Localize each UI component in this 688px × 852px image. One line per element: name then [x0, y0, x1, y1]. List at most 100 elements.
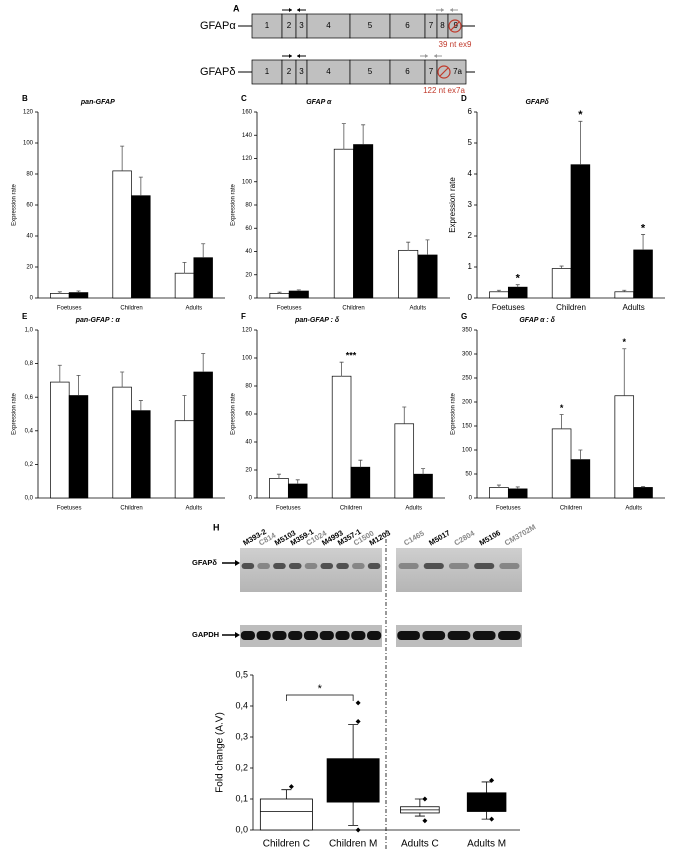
y-tick-label: 250 [462, 376, 473, 382]
x-tick-label: Foetuses [496, 506, 521, 512]
bar [551, 268, 572, 299]
exon [306, 59, 351, 85]
x-tick-label: Adults [185, 506, 202, 512]
x-tick-label: Adults [625, 506, 642, 512]
exon-note: 39 nt ex9 [439, 40, 472, 49]
y-tick-label: 20 [245, 272, 252, 278]
bar [68, 292, 89, 299]
bar [507, 286, 528, 299]
row-arrow-head [235, 560, 240, 566]
bar [507, 488, 528, 499]
y-tick-label: 0,6 [25, 395, 34, 401]
outlier [355, 827, 361, 833]
panel-letter: A [233, 3, 240, 13]
bar [112, 386, 132, 499]
exon-label: 6 [405, 67, 410, 76]
bracket [286, 694, 354, 701]
y-tick-label: 0,4 [235, 700, 248, 710]
whisker [348, 802, 359, 826]
band [304, 563, 318, 569]
error-bar [341, 123, 346, 150]
error-bar [57, 364, 62, 383]
lane-label: C1465 [402, 529, 426, 548]
bar [50, 381, 70, 499]
y-tick-label: 150 [462, 424, 473, 430]
x-tick-label: Adults [405, 506, 422, 512]
band [257, 563, 270, 569]
whisker [281, 789, 292, 799]
exon-label: 5 [368, 67, 373, 76]
y-tick-label: 0 [30, 296, 34, 302]
box [466, 792, 507, 812]
y-tick-label: 80 [26, 172, 33, 178]
bar [633, 249, 653, 299]
outlier [489, 816, 495, 822]
bar [398, 249, 419, 299]
error-bar [641, 486, 646, 488]
band [241, 563, 255, 569]
chart-title: pan-GFAP : δ [294, 317, 340, 324]
y-tick-label: 100 [23, 141, 34, 147]
bar [417, 254, 438, 299]
y-axis-label: Expression rate [12, 183, 18, 225]
x-tick-label: Children [120, 506, 142, 512]
panel-letter: G [461, 312, 467, 321]
error-bar [201, 243, 206, 258]
error-bar [496, 289, 501, 292]
y-tick-label: 50 [465, 472, 472, 478]
y-tick-label: 80 [245, 203, 252, 209]
transcript-name: GFAPδ [200, 66, 235, 78]
y-tick-label: 120 [242, 328, 253, 334]
chart-title: GFAP α [306, 99, 332, 106]
blot-image [396, 548, 522, 592]
bar [50, 293, 70, 299]
lane-label: C2804 [452, 528, 476, 547]
error-bar [578, 449, 583, 460]
error-bar [57, 291, 62, 294]
y-tick-label: 100 [242, 356, 253, 362]
error-bar [622, 289, 627, 292]
band [240, 631, 255, 640]
deletion-slash [439, 67, 449, 77]
y-tick-label: 200 [462, 400, 473, 406]
y-tick-label: 4 [468, 169, 473, 178]
exon-label: 1 [265, 67, 270, 76]
band [398, 563, 419, 569]
exon-label: 6 [405, 21, 410, 30]
bar [68, 395, 89, 499]
chart-title: pan-GFAP [80, 99, 115, 106]
row-arrow-head [235, 632, 240, 638]
band [423, 563, 444, 569]
x-tick-label: Children [120, 306, 142, 312]
x-tick-label: Children [556, 303, 586, 312]
band [367, 563, 381, 569]
row-label: GAPDH [192, 630, 219, 639]
y-tick-label: 300 [462, 352, 473, 358]
band [422, 631, 446, 640]
bar [269, 478, 289, 499]
y-axis-label: Fold change (A.V) [215, 712, 226, 793]
y-tick-label: 0 [249, 296, 253, 302]
bar [570, 459, 591, 499]
y-tick-label: 0 [249, 496, 253, 502]
y-tick-label: 3 [468, 200, 473, 209]
exon-label: 4 [326, 21, 331, 30]
x-tick-label: Adults M [467, 839, 506, 850]
error-bar [515, 486, 520, 489]
y-tick-label: 80 [245, 384, 252, 390]
primer-head [450, 8, 453, 12]
exon-label: 2 [287, 21, 292, 30]
y-tick-label: 1,0 [25, 328, 34, 334]
y-tick-label: 20 [26, 265, 33, 271]
error-bar [421, 468, 426, 475]
bar [287, 483, 308, 499]
exon-label: 2 [287, 67, 292, 76]
x-tick-label: Children [560, 506, 582, 512]
x-tick-label: Adults [185, 306, 202, 312]
error-bar [296, 289, 301, 292]
exon-label: 4 [326, 67, 331, 76]
x-tick-label: Children [342, 306, 364, 312]
bar [131, 410, 151, 499]
y-tick-label: 120 [23, 110, 34, 116]
